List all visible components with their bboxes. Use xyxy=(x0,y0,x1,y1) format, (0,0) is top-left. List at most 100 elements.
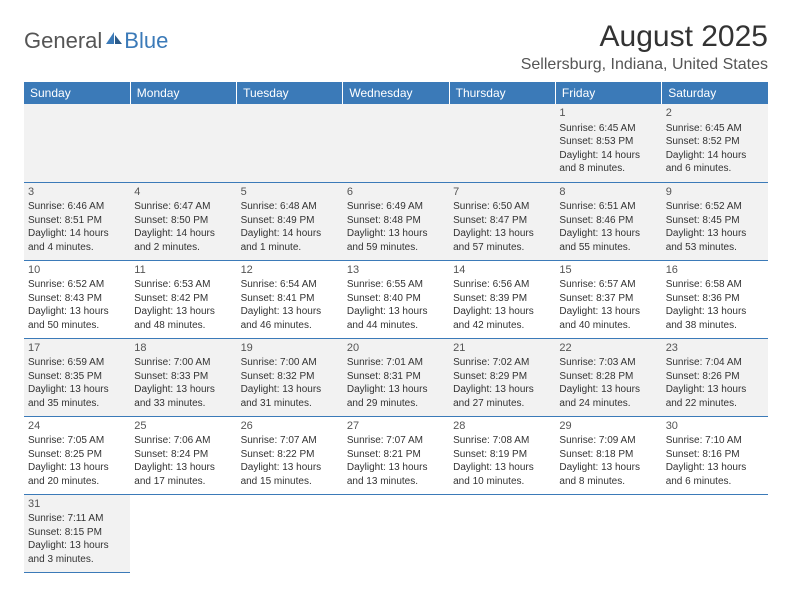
daylight-text: Daylight: 14 hours and 4 minutes. xyxy=(28,227,126,254)
calendar-day-cell xyxy=(130,104,236,182)
weekday-header: Wednesday xyxy=(343,82,449,104)
calendar-day-cell: 25Sunrise: 7:06 AMSunset: 8:24 PMDayligh… xyxy=(130,416,236,494)
day-number: 25 xyxy=(134,419,232,434)
calendar-day-cell: 8Sunrise: 6:51 AMSunset: 8:46 PMDaylight… xyxy=(555,182,661,260)
daylight-text: Daylight: 13 hours and 10 minutes. xyxy=(453,461,551,488)
calendar-day-cell xyxy=(130,494,236,572)
calendar-day-cell: 9Sunrise: 6:52 AMSunset: 8:45 PMDaylight… xyxy=(662,182,768,260)
daylight-text: Daylight: 14 hours and 6 minutes. xyxy=(666,149,764,176)
calendar-day-cell xyxy=(343,104,449,182)
daylight-text: Daylight: 13 hours and 3 minutes. xyxy=(28,539,126,566)
daylight-text: Daylight: 13 hours and 20 minutes. xyxy=(28,461,126,488)
sunrise-text: Sunrise: 7:04 AM xyxy=(666,356,764,370)
daylight-text: Daylight: 13 hours and 38 minutes. xyxy=(666,305,764,332)
daylight-text: Daylight: 13 hours and 53 minutes. xyxy=(666,227,764,254)
day-number: 5 xyxy=(241,185,339,200)
calendar-day-cell xyxy=(449,104,555,182)
day-number: 1 xyxy=(559,106,657,121)
day-number: 26 xyxy=(241,419,339,434)
calendar-day-cell xyxy=(343,494,449,572)
sunset-text: Sunset: 8:43 PM xyxy=(28,292,126,306)
day-number: 31 xyxy=(28,497,126,512)
calendar-day-cell xyxy=(24,104,130,182)
sunset-text: Sunset: 8:22 PM xyxy=(241,448,339,462)
calendar-day-cell: 16Sunrise: 6:58 AMSunset: 8:36 PMDayligh… xyxy=(662,260,768,338)
calendar-day-cell: 11Sunrise: 6:53 AMSunset: 8:42 PMDayligh… xyxy=(130,260,236,338)
sunset-text: Sunset: 8:29 PM xyxy=(453,370,551,384)
calendar-day-cell: 19Sunrise: 7:00 AMSunset: 8:32 PMDayligh… xyxy=(237,338,343,416)
sunrise-text: Sunrise: 7:07 AM xyxy=(241,434,339,448)
logo-text-1: General xyxy=(24,28,102,54)
day-number: 19 xyxy=(241,341,339,356)
calendar-day-cell: 17Sunrise: 6:59 AMSunset: 8:35 PMDayligh… xyxy=(24,338,130,416)
daylight-text: Daylight: 13 hours and 42 minutes. xyxy=(453,305,551,332)
sunset-text: Sunset: 8:35 PM xyxy=(28,370,126,384)
sunrise-text: Sunrise: 6:50 AM xyxy=(453,200,551,214)
daylight-text: Daylight: 13 hours and 59 minutes. xyxy=(347,227,445,254)
weekday-header: Tuesday xyxy=(237,82,343,104)
calendar-day-cell xyxy=(555,494,661,572)
day-number: 15 xyxy=(559,263,657,278)
weekday-header: Saturday xyxy=(662,82,768,104)
logo: General Blue xyxy=(24,28,168,54)
sail-icon xyxy=(104,30,124,46)
calendar-day-cell: 13Sunrise: 6:55 AMSunset: 8:40 PMDayligh… xyxy=(343,260,449,338)
calendar-day-cell: 4Sunrise: 6:47 AMSunset: 8:50 PMDaylight… xyxy=(130,182,236,260)
calendar-day-cell: 7Sunrise: 6:50 AMSunset: 8:47 PMDaylight… xyxy=(449,182,555,260)
calendar-day-cell: 22Sunrise: 7:03 AMSunset: 8:28 PMDayligh… xyxy=(555,338,661,416)
day-number: 6 xyxy=(347,185,445,200)
calendar-day-cell: 28Sunrise: 7:08 AMSunset: 8:19 PMDayligh… xyxy=(449,416,555,494)
calendar-day-cell xyxy=(662,494,768,572)
calendar-table: Sunday Monday Tuesday Wednesday Thursday… xyxy=(24,82,768,573)
day-number: 8 xyxy=(559,185,657,200)
calendar-week-row: 1Sunrise: 6:45 AMSunset: 8:53 PMDaylight… xyxy=(24,104,768,182)
calendar-day-cell: 29Sunrise: 7:09 AMSunset: 8:18 PMDayligh… xyxy=(555,416,661,494)
calendar-day-cell: 5Sunrise: 6:48 AMSunset: 8:49 PMDaylight… xyxy=(237,182,343,260)
sunrise-text: Sunrise: 6:46 AM xyxy=(28,200,126,214)
daylight-text: Daylight: 13 hours and 33 minutes. xyxy=(134,383,232,410)
calendar-week-row: 3Sunrise: 6:46 AMSunset: 8:51 PMDaylight… xyxy=(24,182,768,260)
sunrise-text: Sunrise: 7:11 AM xyxy=(28,512,126,526)
daylight-text: Daylight: 13 hours and 35 minutes. xyxy=(28,383,126,410)
day-number: 11 xyxy=(134,263,232,278)
weekday-header: Friday xyxy=(555,82,661,104)
daylight-text: Daylight: 13 hours and 22 minutes. xyxy=(666,383,764,410)
daylight-text: Daylight: 13 hours and 15 minutes. xyxy=(241,461,339,488)
sunrise-text: Sunrise: 7:06 AM xyxy=(134,434,232,448)
daylight-text: Daylight: 13 hours and 40 minutes. xyxy=(559,305,657,332)
daylight-text: Daylight: 13 hours and 44 minutes. xyxy=(347,305,445,332)
daylight-text: Daylight: 13 hours and 57 minutes. xyxy=(453,227,551,254)
day-number: 24 xyxy=(28,419,126,434)
daylight-text: Daylight: 14 hours and 2 minutes. xyxy=(134,227,232,254)
day-number: 28 xyxy=(453,419,551,434)
sunset-text: Sunset: 8:42 PM xyxy=(134,292,232,306)
calendar-day-cell xyxy=(237,494,343,572)
day-number: 14 xyxy=(453,263,551,278)
sunrise-text: Sunrise: 6:58 AM xyxy=(666,278,764,292)
day-number: 27 xyxy=(347,419,445,434)
sunrise-text: Sunrise: 6:47 AM xyxy=(134,200,232,214)
daylight-text: Daylight: 13 hours and 46 minutes. xyxy=(241,305,339,332)
calendar-day-cell: 18Sunrise: 7:00 AMSunset: 8:33 PMDayligh… xyxy=(130,338,236,416)
sunset-text: Sunset: 8:39 PM xyxy=(453,292,551,306)
day-number: 16 xyxy=(666,263,764,278)
sunset-text: Sunset: 8:48 PM xyxy=(347,214,445,228)
calendar-day-cell: 14Sunrise: 6:56 AMSunset: 8:39 PMDayligh… xyxy=(449,260,555,338)
calendar-day-cell: 3Sunrise: 6:46 AMSunset: 8:51 PMDaylight… xyxy=(24,182,130,260)
logo-text-2: Blue xyxy=(124,28,168,54)
calendar-day-cell: 1Sunrise: 6:45 AMSunset: 8:53 PMDaylight… xyxy=(555,104,661,182)
sunset-text: Sunset: 8:32 PM xyxy=(241,370,339,384)
sunrise-text: Sunrise: 6:49 AM xyxy=(347,200,445,214)
sunrise-text: Sunrise: 7:05 AM xyxy=(28,434,126,448)
sunrise-text: Sunrise: 6:55 AM xyxy=(347,278,445,292)
calendar-day-cell: 24Sunrise: 7:05 AMSunset: 8:25 PMDayligh… xyxy=(24,416,130,494)
day-number: 21 xyxy=(453,341,551,356)
sunrise-text: Sunrise: 6:56 AM xyxy=(453,278,551,292)
sunset-text: Sunset: 8:51 PM xyxy=(28,214,126,228)
calendar-day-cell: 10Sunrise: 6:52 AMSunset: 8:43 PMDayligh… xyxy=(24,260,130,338)
calendar-day-cell: 2Sunrise: 6:45 AMSunset: 8:52 PMDaylight… xyxy=(662,104,768,182)
calendar-day-cell: 27Sunrise: 7:07 AMSunset: 8:21 PMDayligh… xyxy=(343,416,449,494)
sunrise-text: Sunrise: 6:53 AM xyxy=(134,278,232,292)
sunset-text: Sunset: 8:31 PM xyxy=(347,370,445,384)
sunrise-text: Sunrise: 7:08 AM xyxy=(453,434,551,448)
